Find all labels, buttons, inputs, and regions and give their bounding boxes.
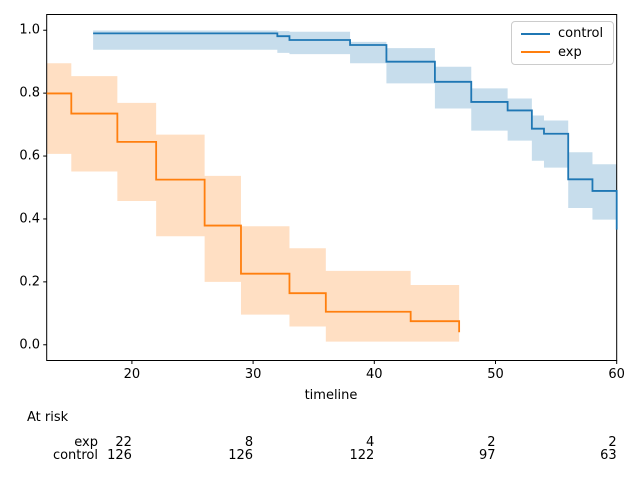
x-tick-label: 60 [608, 366, 625, 382]
at-risk-row-label-control: control [52, 448, 98, 463]
at-risk-count-exp: 2 [608, 435, 617, 450]
legend: control exp [511, 21, 614, 65]
legend-item-exp: exp [512, 46, 613, 59]
control-survival-line [93, 32, 618, 230]
y-tick-label: 1.0 [19, 22, 40, 38]
legend-line-swatch-control [521, 32, 550, 35]
at-risk-count-exp: 4 [366, 435, 375, 450]
x-tick-label: 20 [123, 366, 141, 382]
at-risk-row-label-exp: exp [74, 435, 98, 450]
legend-line-swatch-exp [521, 51, 550, 54]
axes-spines [46, 14, 618, 361]
y-tick-label: 0.6 [19, 148, 40, 164]
y-tick-label: 0.4 [19, 211, 40, 227]
at-risk-count-exp: 22 [115, 435, 132, 450]
x-tick-label: 40 [366, 366, 383, 382]
at-risk-count-exp: 8 [244, 435, 254, 450]
x-tick-label: 50 [487, 366, 504, 382]
y-tick-label: 0.0 [19, 337, 40, 353]
at-risk-count-control: 122 [349, 448, 375, 463]
legend-item-control: control [512, 27, 613, 40]
at-risk-count-control: 126 [107, 448, 132, 463]
control-confidence-band [93, 30, 617, 220]
exp-confidence-band [46, 63, 460, 342]
at-risk-count-control: 97 [478, 448, 496, 463]
y-tick-label: 0.2 [19, 274, 40, 290]
exp-survival-line [46, 92, 461, 333]
at-risk-header: At risk [27, 410, 69, 425]
at-risk-count-exp: 2 [487, 435, 496, 450]
legend-label-exp: exp [558, 44, 582, 60]
x-tick-label: 30 [244, 366, 262, 382]
x-axis-label: timeline [304, 388, 358, 403]
legend-label-control: control [558, 26, 604, 42]
y-tick-label: 0.8 [19, 85, 40, 101]
at-risk-count-control: 126 [228, 448, 254, 463]
at-risk-count-control: 63 [600, 448, 617, 463]
